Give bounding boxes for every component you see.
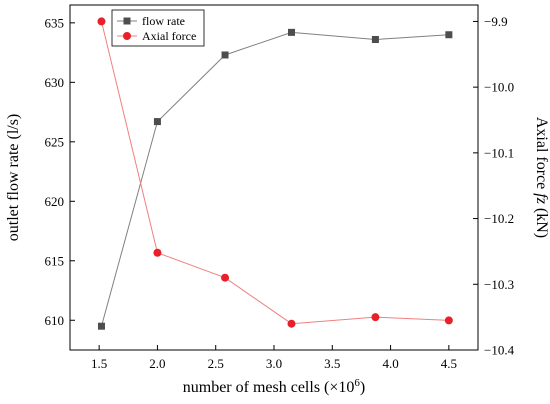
right-y-tick-label: −10.4	[484, 343, 515, 358]
series-point	[221, 51, 229, 59]
legend-marker	[123, 17, 131, 25]
left-y-axis-title: outlet flow rate (l/s)	[5, 114, 22, 242]
right-y-axis-title: Axial force fz (kN)	[533, 117, 550, 238]
left-y-tick-label: 635	[45, 15, 65, 30]
left-y-tick-label: 610	[45, 313, 65, 328]
series-layer	[97, 17, 453, 330]
plot-border	[69, 4, 479, 351]
legend-marker	[123, 32, 131, 40]
series-point	[287, 319, 296, 328]
legend-box	[111, 9, 205, 47]
right-y-tick-label: −10.1	[484, 145, 514, 160]
left-y-tick-label: 620	[45, 194, 65, 209]
series-point	[153, 118, 161, 126]
right-y-axis-ticks: −9.9 −10.0 −10.1 −10.2 −10.3 −10.4	[473, 14, 515, 358]
x-tick-label: 4.0	[382, 356, 398, 371]
x-tick-label: 2.5	[208, 356, 224, 371]
left-y-tick-label: 625	[45, 134, 65, 149]
right-y-tick-label: −10.3	[484, 277, 514, 292]
series-line-0	[100, 31, 449, 327]
left-y-tick-label: 630	[45, 75, 65, 90]
series-point	[97, 322, 105, 330]
right-y-tick-label: −10.0	[484, 80, 514, 95]
legend-label: flow rate	[142, 14, 185, 28]
series-point	[287, 28, 295, 36]
x-axis-title: number of mesh cells (×106)	[183, 377, 365, 396]
series-point	[97, 17, 106, 26]
right-y-tick-label: −9.9	[484, 14, 508, 29]
x-tick-label: 2.0	[149, 356, 165, 371]
x-tick-label: 1.5	[91, 356, 107, 371]
series-point	[153, 248, 162, 257]
x-tick-label: 3.5	[324, 356, 340, 371]
x-axis-ticks: 1.5 2.0 2.5 3.0 3.5 4.0 4.5	[91, 345, 457, 371]
left-y-tick-label: 615	[45, 253, 65, 268]
right-y-tick-label: −10.2	[484, 211, 514, 226]
series-point	[371, 313, 380, 322]
x-tick-label: 4.5	[441, 356, 457, 371]
series-point	[221, 273, 230, 282]
series-point	[445, 31, 453, 39]
left-y-axis-ticks: 610 615 620 625 630 635	[45, 15, 75, 328]
legend-label: Axial force	[142, 29, 196, 43]
series-point	[444, 316, 453, 325]
x-tick-label: 3.0	[266, 356, 282, 371]
series-line-1	[100, 21, 449, 325]
plot-frame	[69, 4, 479, 351]
series-point	[371, 36, 379, 43]
